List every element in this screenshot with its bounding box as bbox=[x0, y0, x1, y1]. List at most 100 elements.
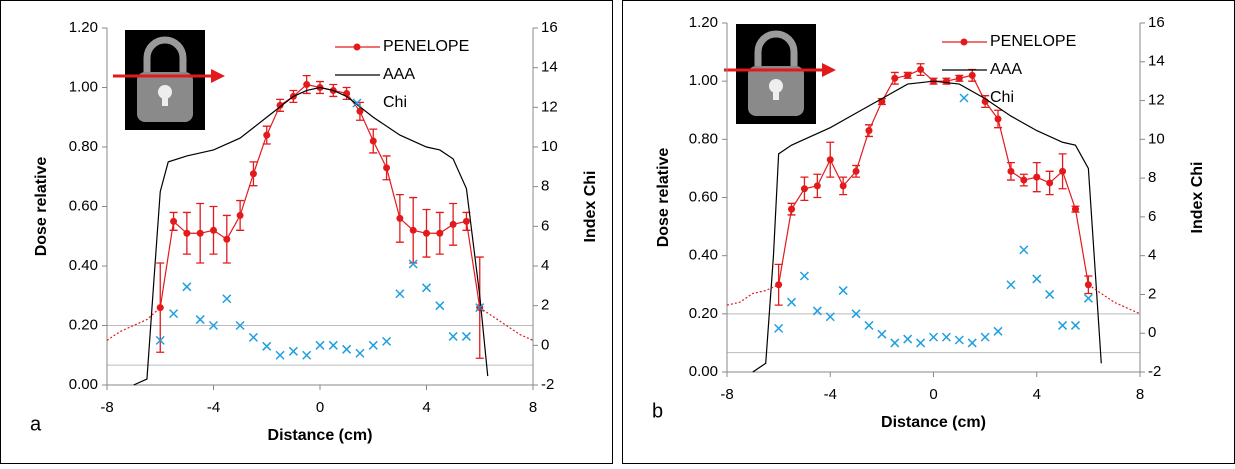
chi-marker bbox=[903, 334, 913, 344]
chi-marker bbox=[328, 340, 338, 350]
chi-marker bbox=[288, 346, 298, 356]
data-point bbox=[409, 226, 417, 234]
chi-marker bbox=[275, 350, 285, 360]
chi-marker bbox=[355, 348, 365, 358]
data-point bbox=[156, 304, 164, 312]
chi-marker bbox=[1045, 289, 1055, 299]
chi-marker bbox=[787, 297, 797, 307]
chi-marker bbox=[302, 350, 312, 360]
data-point bbox=[1059, 167, 1067, 175]
chi-marker bbox=[408, 259, 418, 269]
x-tick-label: -4 bbox=[207, 399, 220, 416]
chi-marker bbox=[248, 332, 258, 342]
y-tick-label: 0.40 bbox=[69, 257, 98, 274]
x-tick-label: -8 bbox=[100, 399, 113, 416]
y-tick-label: 0.20 bbox=[689, 305, 718, 322]
chi-marker bbox=[382, 336, 392, 346]
chi-marker bbox=[461, 331, 471, 341]
y2-tick-label: 0 bbox=[541, 336, 549, 353]
data-point bbox=[1033, 173, 1041, 181]
chart: 0.00 0.20 0.40 0.60 0.80 1.00 1.20 -2 0 2 4 6 8 10 12 1… bbox=[30, 19, 599, 444]
chi-marker bbox=[435, 301, 445, 311]
legend-label: PENELOPE bbox=[990, 33, 1076, 50]
y-tick-label: 0.40 bbox=[689, 247, 718, 264]
data-point bbox=[891, 74, 899, 82]
y2-tick-label: 16 bbox=[541, 19, 558, 36]
chi-marker bbox=[916, 338, 926, 348]
data-point bbox=[236, 211, 244, 219]
chi-marker bbox=[825, 312, 835, 322]
y2-tick-label: 10 bbox=[1148, 130, 1165, 147]
legend-label: Chi bbox=[383, 94, 407, 111]
legend-marker bbox=[960, 38, 968, 46]
data-point bbox=[917, 66, 925, 74]
x-tick-label: 8 bbox=[1136, 386, 1144, 403]
y2-tick-label: 16 bbox=[1148, 14, 1165, 31]
x-tick-label: 0 bbox=[929, 386, 937, 403]
chi-marker bbox=[195, 315, 205, 325]
chi-marker bbox=[208, 320, 219, 331]
panel-frame bbox=[0, 0, 613, 464]
data-point bbox=[183, 229, 191, 237]
y2-tick-label: 12 bbox=[1148, 92, 1165, 109]
y-tick-label: 1.20 bbox=[689, 14, 718, 31]
series-line bbox=[133, 86, 489, 386]
data-point bbox=[276, 101, 284, 109]
legend-label: PENELOPE bbox=[383, 38, 469, 55]
y2-tick-label: 10 bbox=[541, 138, 558, 155]
y-tick-label: 0.20 bbox=[69, 316, 98, 333]
chi-marker bbox=[448, 331, 458, 341]
chi-marker bbox=[941, 332, 951, 342]
data-point bbox=[223, 235, 231, 243]
chi-marker bbox=[890, 338, 900, 348]
data-point bbox=[813, 182, 821, 190]
legend-marker bbox=[352, 98, 362, 108]
legend-label: AAA bbox=[383, 66, 415, 83]
chi-marker bbox=[421, 283, 432, 293]
y-tick-label: 0.00 bbox=[69, 376, 98, 393]
data-point bbox=[1007, 167, 1015, 175]
data-point bbox=[263, 131, 271, 139]
chi-marker bbox=[1006, 280, 1016, 290]
series-line bbox=[106, 307, 534, 341]
chi-marker bbox=[928, 332, 939, 342]
data-point bbox=[196, 229, 204, 237]
data-point bbox=[369, 137, 377, 145]
y2-tick-label: 2 bbox=[1148, 285, 1156, 302]
chi-marker bbox=[980, 332, 990, 342]
data-point bbox=[865, 127, 873, 135]
legend-label: Chi bbox=[990, 89, 1014, 106]
inset-image bbox=[113, 30, 225, 130]
y2-tick-label: 14 bbox=[541, 59, 558, 76]
y2-tick-label: 4 bbox=[541, 257, 549, 274]
chi-marker bbox=[262, 341, 272, 351]
chi-marker bbox=[864, 320, 874, 330]
data-point bbox=[1020, 176, 1028, 184]
data-point bbox=[462, 217, 470, 225]
x-axis-title: Distance (cm) bbox=[881, 414, 986, 431]
legend-marker bbox=[959, 93, 969, 103]
series-line bbox=[778, 68, 1089, 285]
data-point bbox=[449, 220, 457, 228]
chi-marker bbox=[1083, 293, 1093, 303]
chi-marker bbox=[1070, 320, 1081, 330]
data-point bbox=[1071, 205, 1079, 213]
data-point bbox=[942, 77, 950, 85]
y-tick-label: 0.60 bbox=[69, 197, 98, 214]
panel-label: b bbox=[652, 400, 663, 422]
chi-marker bbox=[877, 329, 887, 339]
x-tick-label: 4 bbox=[1033, 386, 1041, 403]
data-point bbox=[826, 156, 834, 164]
y2-tick-label: 14 bbox=[1148, 53, 1165, 70]
chi-marker bbox=[993, 326, 1003, 336]
y2-tick-label: 8 bbox=[1148, 169, 1156, 186]
y2-axis-title: Index Chi bbox=[582, 170, 599, 242]
x-tick-label: -4 bbox=[824, 386, 837, 403]
data-point bbox=[788, 205, 796, 213]
x-tick-label: 8 bbox=[529, 399, 537, 416]
y2-tick-label: 6 bbox=[541, 217, 549, 234]
chi-marker bbox=[222, 294, 232, 304]
series-line bbox=[726, 284, 1141, 315]
data-point bbox=[994, 115, 1002, 123]
